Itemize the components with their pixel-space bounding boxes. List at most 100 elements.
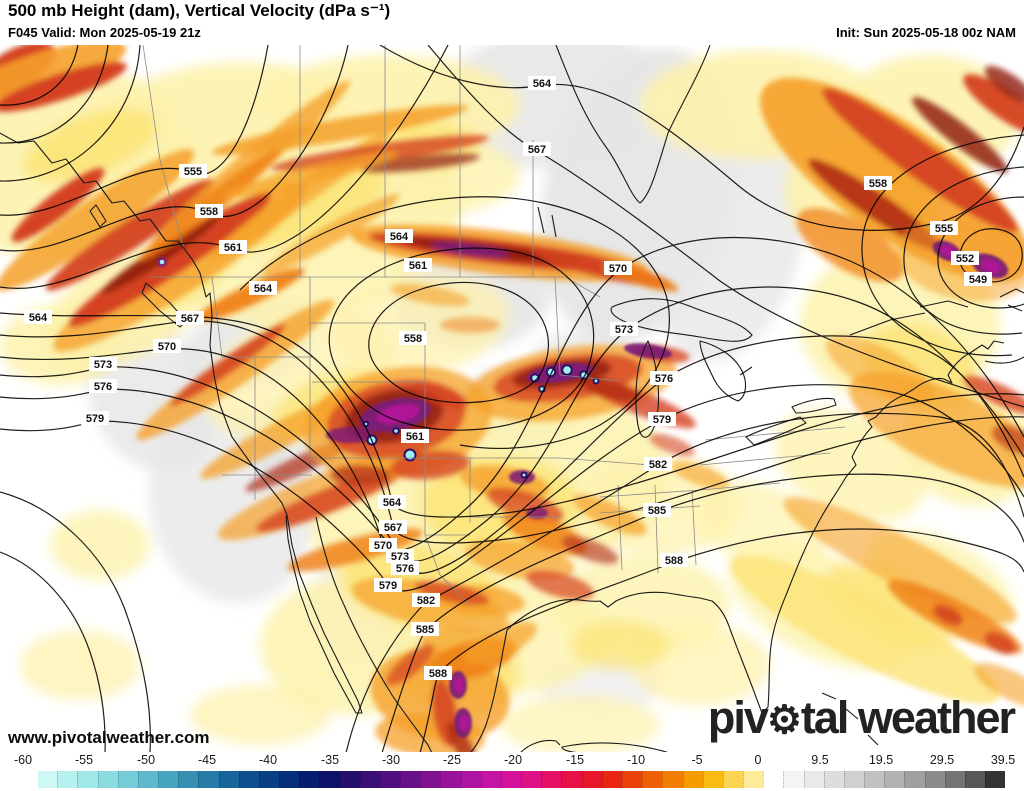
contour-label-box — [401, 429, 429, 443]
colorbar-tick-label: -5 — [691, 753, 703, 767]
title-bar: 500 mb Height (dam), Vertical Velocity (… — [0, 0, 1024, 45]
colorbar-cell — [319, 771, 340, 788]
colorbar-tick-label: 0 — [754, 753, 762, 767]
colorbar-cell — [803, 771, 824, 788]
colorbar-cell — [864, 771, 885, 788]
colorbar-tick-label: 19.5 — [868, 753, 894, 767]
colorbar-cell — [258, 771, 280, 788]
contour-label: 555 — [184, 166, 202, 178]
watermark-url: www.pivotalweather.com — [8, 728, 210, 747]
contour-label-box — [951, 251, 979, 265]
colorbar-cell — [642, 771, 663, 788]
colorbar-cell — [964, 771, 986, 788]
forecast-map: 555 558 561 564 564 567 570 573 576 579 564 561 558 5… — [0, 30, 1024, 791]
colorbar-cell — [500, 771, 522, 788]
contour-label: 567 — [181, 313, 199, 325]
colorbar-cell — [359, 771, 380, 788]
contour-label: 549 — [969, 274, 987, 286]
colorbar-cell — [682, 771, 703, 788]
state-borders — [142, 44, 846, 606]
logo-text-left: piv — [707, 692, 769, 743]
contour-label: 570 — [158, 341, 176, 353]
contour-label-box — [374, 578, 402, 592]
colorbar-cell — [884, 771, 905, 788]
contour-label: 558 — [404, 333, 422, 345]
colorbar-cell — [198, 771, 219, 788]
colorbar-cells — [38, 771, 1006, 788]
colorbar-tick-label: -40 — [258, 753, 278, 767]
colorbar-tick-label: 39.5 — [990, 753, 1016, 767]
contour-label-box — [643, 503, 671, 517]
contour-label: 573 — [391, 551, 409, 563]
contour-label: 564 — [254, 283, 273, 295]
contour-label-box — [528, 76, 556, 90]
contour-label-box — [604, 261, 632, 275]
colorbar-cell — [702, 771, 723, 788]
contour-label: 576 — [94, 381, 112, 393]
contour-label-box — [89, 357, 117, 371]
contour-label-box — [378, 495, 406, 509]
colorbar-cell — [57, 771, 78, 788]
colorbar-cell — [581, 771, 602, 788]
contour-label-box — [644, 457, 672, 471]
contour-label: 579 — [86, 413, 104, 425]
colorbar-cell — [743, 771, 764, 788]
contour-label: 570 — [609, 263, 627, 275]
contour-label: 558 — [869, 178, 887, 190]
colorbar-cell — [521, 771, 542, 788]
contour-label-box — [153, 339, 181, 353]
colorbar-cell — [299, 771, 320, 788]
colorbar-cell — [218, 771, 239, 788]
contour-label-box — [650, 371, 678, 385]
contour-label: 564 — [390, 231, 409, 243]
colorbar-cell — [38, 771, 58, 788]
colorbar-tick-label: 29.5 — [929, 753, 955, 767]
contour-label: 576 — [655, 373, 673, 385]
colorbar-cell — [561, 771, 582, 788]
init-time-label: Init: Sun 2025-05-18 00z NAM — [836, 25, 1016, 40]
colorbar-tick-label: 9.5 — [811, 753, 829, 767]
colorbar-tick-label: -15 — [565, 753, 585, 767]
contour-label: 579 — [379, 580, 397, 592]
colorbar-cell — [763, 771, 784, 788]
contour-label-box — [176, 311, 204, 325]
valid-time-label: F045 Valid: Mon 2025-05-19 21z — [8, 25, 201, 40]
colorbar-cell — [843, 771, 865, 788]
colorbar-cell — [379, 771, 401, 788]
contour-label-box — [24, 310, 52, 324]
contour-label-box — [648, 412, 676, 426]
contour-label-box — [411, 622, 439, 636]
contour-label-box — [249, 281, 277, 295]
colorbar-cell — [400, 771, 421, 788]
colorbar-cell — [97, 771, 118, 788]
colorbar-cell — [279, 771, 300, 788]
contour-label: 567 — [528, 144, 546, 156]
colorbar-labels: -60 -55 -50 -45 -40 -35 -30 -25 -20 -15 -10 -5 0 9.5 1… — [0, 752, 1024, 771]
contour-label: 576 — [396, 563, 414, 575]
contour-label-box — [391, 561, 419, 575]
contour-label: 585 — [648, 505, 666, 517]
colorbar-cell — [944, 771, 965, 788]
colorbar-cell — [823, 771, 844, 788]
contour-label-box — [404, 258, 432, 272]
contour-label-box — [379, 520, 407, 534]
colorbar-cell — [440, 771, 461, 788]
colorbar-cell — [621, 771, 643, 788]
colorbar-tick-label: -25 — [442, 753, 462, 767]
contour-label-box — [195, 204, 223, 218]
contour-label: 558 — [200, 206, 218, 218]
contour-label: 552 — [956, 253, 974, 265]
contour-label: 582 — [417, 595, 435, 607]
contour-label-box — [219, 240, 247, 254]
contour-label-box — [369, 538, 397, 552]
contour-label: 555 — [935, 223, 953, 235]
gear-icon: ⚙ — [766, 699, 802, 742]
colorbar-cell — [480, 771, 501, 788]
contour-label-box — [610, 322, 638, 336]
colorbar-cell — [460, 771, 481, 788]
colorbar-cell — [77, 771, 98, 788]
contour-label: 561 — [409, 260, 427, 272]
